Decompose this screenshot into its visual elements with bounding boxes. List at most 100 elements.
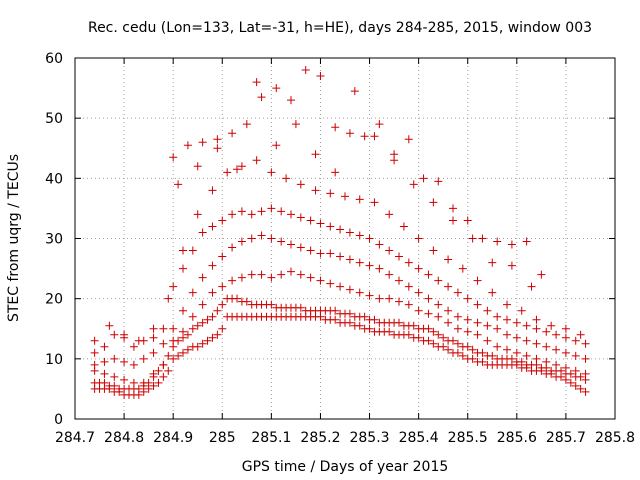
data-point (159, 372, 168, 381)
data-point (90, 348, 99, 357)
chart-title: Rec. cedu (Lon=133, Lat=-31, h=HE), days… (88, 20, 592, 36)
data-point (159, 339, 168, 348)
data-point (213, 330, 222, 339)
data-point (164, 351, 173, 360)
data-point (360, 312, 369, 321)
data-point (473, 330, 482, 339)
data-point (581, 354, 590, 363)
y-tick-label: 40 (45, 171, 63, 187)
x-tick-label: 285 (209, 430, 236, 446)
data-point (458, 351, 467, 360)
data-point (110, 381, 119, 390)
data-point (434, 330, 443, 339)
data-point (282, 174, 291, 183)
data-point (228, 210, 237, 219)
data-point (316, 276, 325, 285)
data-point (100, 378, 109, 387)
data-point (355, 258, 364, 267)
data-point (552, 345, 561, 354)
data-point (444, 282, 453, 291)
data-point (331, 123, 340, 132)
data-point (311, 150, 320, 159)
data-point (208, 333, 217, 342)
y-axis-label: STEC from uqrg / TECUs (6, 154, 22, 322)
data-point (296, 303, 305, 312)
data-point (463, 294, 472, 303)
data-point (375, 120, 384, 129)
data-point (345, 285, 354, 294)
data-point (355, 321, 364, 330)
data-point (252, 156, 261, 165)
data-point (404, 282, 413, 291)
data-point (311, 186, 320, 195)
data-point (360, 132, 369, 141)
data-point (267, 273, 276, 282)
data-point (203, 336, 212, 345)
data-point (120, 330, 129, 339)
data-point (503, 315, 511, 324)
data-point (453, 312, 462, 321)
data-point (306, 246, 315, 255)
data-point (414, 264, 423, 273)
data-point (512, 333, 521, 342)
data-point (414, 333, 423, 342)
data-point (517, 306, 526, 315)
data-point (218, 252, 227, 261)
data-point (257, 231, 266, 240)
data-point (395, 276, 403, 285)
data-point (296, 180, 305, 189)
data-point (228, 243, 237, 252)
data-point (576, 330, 585, 339)
data-point (316, 249, 325, 258)
data-point (183, 345, 192, 354)
data-point (561, 363, 570, 372)
data-point (134, 384, 143, 393)
data-point (164, 366, 173, 375)
data-point (453, 288, 462, 297)
x-tick-label: 285.2 (300, 430, 340, 446)
data-point (218, 216, 227, 225)
data-point (444, 306, 453, 315)
y-tick-label: 60 (45, 51, 63, 67)
data-point (277, 207, 286, 216)
data-point (453, 348, 462, 357)
data-point (345, 228, 354, 237)
data-point (429, 198, 438, 207)
data-point (331, 306, 340, 315)
data-point (542, 342, 551, 351)
data-point (532, 339, 541, 348)
x-tick-label: 285.3 (349, 430, 389, 446)
data-point (233, 165, 241, 174)
data-point (522, 321, 531, 330)
data-point (139, 354, 148, 363)
data-point (473, 300, 482, 309)
data-point (198, 273, 207, 282)
data-point (237, 207, 246, 216)
data-point (208, 312, 217, 321)
data-point (419, 174, 428, 183)
data-point (507, 354, 516, 363)
data-point (345, 255, 354, 264)
data-point (188, 246, 197, 255)
data-point (463, 342, 472, 351)
data-point (542, 327, 551, 336)
data-point (326, 249, 335, 258)
data-point (429, 327, 438, 336)
data-point (164, 294, 173, 303)
data-point (468, 345, 477, 354)
data-point (493, 312, 502, 321)
data-point (247, 234, 256, 243)
data-point (149, 369, 158, 378)
data-point (453, 324, 462, 333)
data-point (316, 219, 325, 228)
data-point (296, 243, 305, 252)
data-point (552, 360, 561, 369)
axis-ticks (74, 57, 616, 420)
data-point (444, 345, 453, 354)
data-point (169, 153, 178, 162)
data-point (488, 258, 497, 267)
data-point (154, 366, 163, 375)
x-tick-label: 285.8 (595, 430, 635, 446)
data-point (463, 315, 472, 324)
data-point (532, 315, 541, 324)
